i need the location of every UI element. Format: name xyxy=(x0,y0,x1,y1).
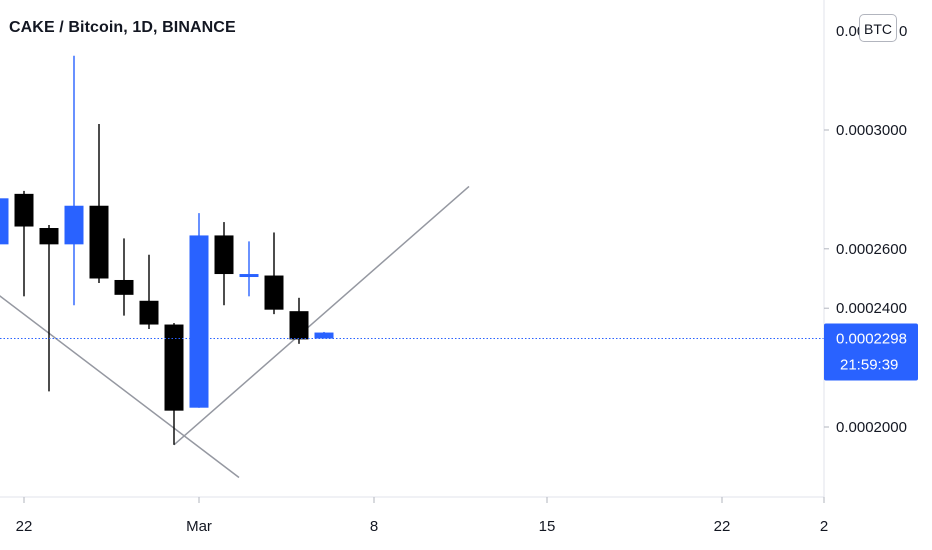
candle[interactable] xyxy=(289,297,309,344)
candle[interactable] xyxy=(214,222,234,306)
candle[interactable] xyxy=(264,232,284,315)
candle[interactable] xyxy=(0,198,9,245)
candle-body xyxy=(39,228,59,245)
candle[interactable] xyxy=(164,323,184,445)
time-tick-label: Mar xyxy=(186,518,212,535)
bar-countdown: 21:59:39 xyxy=(840,356,898,373)
candle-body xyxy=(314,332,334,339)
candle-body xyxy=(139,300,159,325)
candle[interactable] xyxy=(14,190,34,297)
time-tick-label: 22 xyxy=(16,518,33,535)
price-tick-label: 0.0002600 xyxy=(836,241,907,258)
price-tick-label: 0.0002400 xyxy=(836,300,907,317)
trendline-2[interactable] xyxy=(173,185,470,446)
price-tick-label-partial: 0.00 xyxy=(836,23,865,40)
candle[interactable] xyxy=(114,238,134,316)
candle-body xyxy=(264,275,284,310)
time-tick-label: 15 xyxy=(539,518,556,535)
candle[interactable] xyxy=(89,124,109,283)
candle-body xyxy=(289,311,309,340)
candles xyxy=(0,55,334,445)
time-axis: 22 Mar 8 15 22 2 xyxy=(16,497,828,535)
candle[interactable] xyxy=(39,225,59,392)
price-tick-label: 0.0002000 xyxy=(836,419,907,436)
last-price-value: 0.0002298 xyxy=(836,330,907,347)
chart-title: CAKE / Bitcoin, 1D, BINANCE xyxy=(9,19,236,36)
candle-body xyxy=(89,205,109,279)
currency-badge[interactable]: BTC xyxy=(859,14,897,42)
candle[interactable] xyxy=(189,213,209,408)
candle[interactable] xyxy=(64,55,84,306)
candle[interactable] xyxy=(239,241,259,297)
candle-body xyxy=(214,235,234,275)
candle-body xyxy=(0,198,9,245)
price-axis: 0.0003000 0.0002600 0.0002400 0.0002000 0.00… xyxy=(824,23,907,436)
time-tick-label: 22 xyxy=(714,518,731,535)
candle-body xyxy=(164,324,184,411)
candle-body xyxy=(239,274,259,278)
candle-body xyxy=(189,235,209,408)
last-price-label-bg xyxy=(824,323,918,381)
candle[interactable] xyxy=(139,254,159,329)
price-tick-label-partial: 0 xyxy=(899,23,907,40)
candle[interactable] xyxy=(314,331,334,339)
price-tick-label: 0.0003000 xyxy=(836,122,907,139)
last-price-label: 0.0002298 21:59:39 xyxy=(824,323,918,381)
time-tick-label: 2 xyxy=(820,518,828,535)
candle-body xyxy=(14,193,34,227)
trendlines xyxy=(0,185,470,479)
candle-body xyxy=(114,279,134,295)
candle-body xyxy=(64,205,84,245)
trendline-1[interactable] xyxy=(0,293,240,479)
time-tick-label: 8 xyxy=(370,518,378,535)
